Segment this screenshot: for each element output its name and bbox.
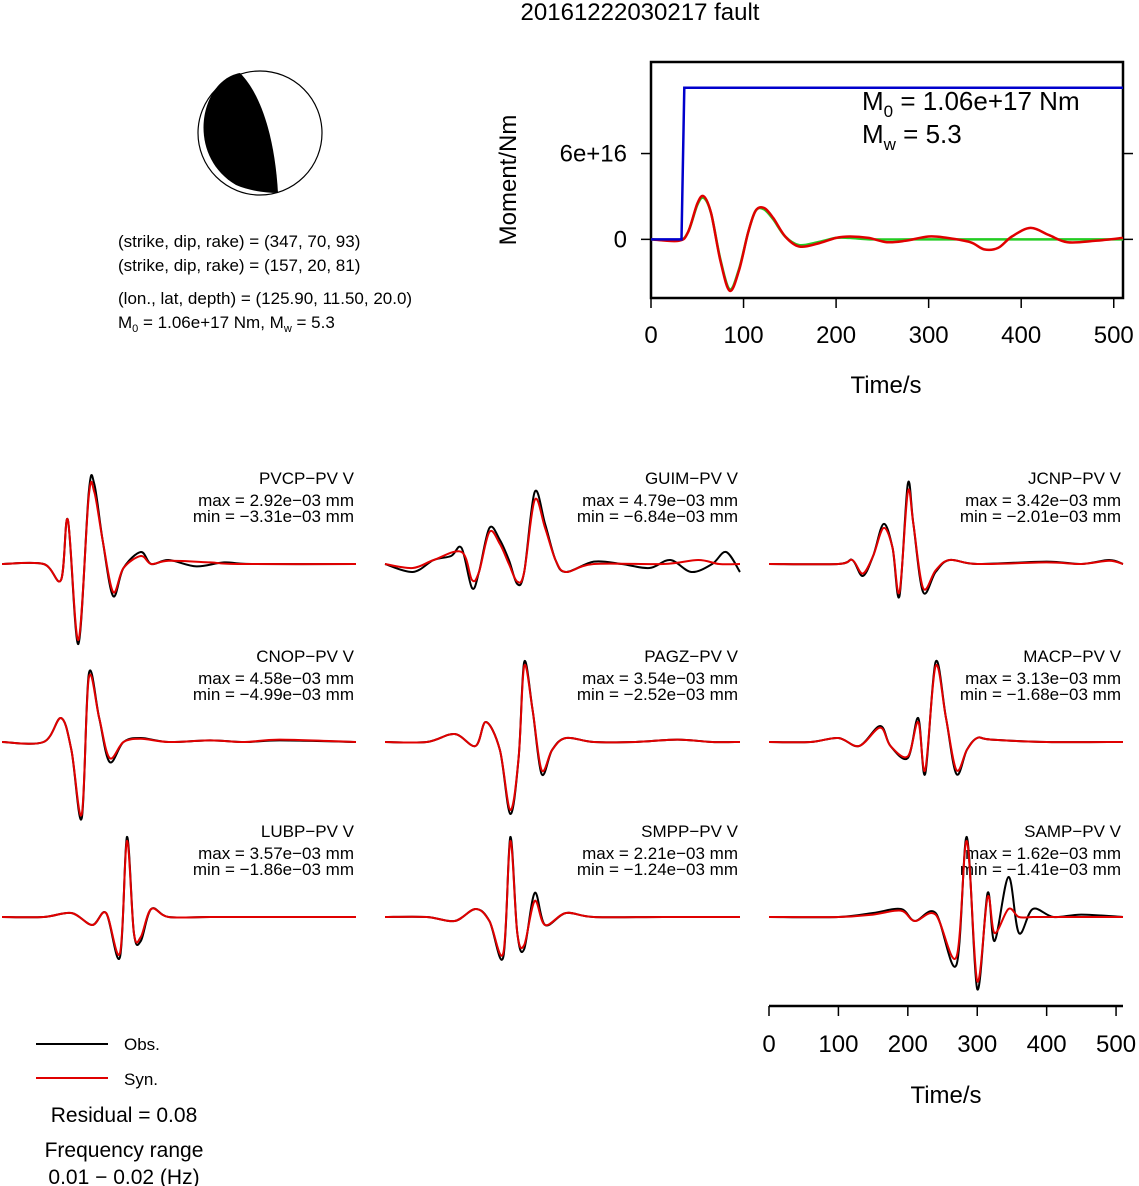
station-max: max = 1.62e−03 mm: [965, 844, 1121, 863]
stf-ytick-label: 6e+16: [560, 141, 627, 168]
traces-xtick-label: 400: [1027, 1031, 1067, 1058]
stf-xtick-label: 0: [644, 322, 657, 349]
frequency-range-title: Frequency range: [45, 1139, 204, 1162]
station-max: max = 3.54e−03 mm: [582, 669, 738, 688]
station-min: min = −1.86e−03 mm: [193, 860, 354, 879]
synthetic-trace: [1, 673, 357, 817]
station-min: min = −4.99e−03 mm: [193, 685, 354, 704]
synthetic-trace: [384, 663, 741, 812]
station-max: max = 3.42e−03 mm: [965, 491, 1121, 510]
traces-xtick-label: 500: [1096, 1031, 1136, 1058]
station-min: min = −3.31e−03 mm: [193, 507, 354, 526]
synthetic-trace: [768, 663, 1124, 772]
traces-xtick-label: 200: [888, 1031, 928, 1058]
mechanism-text: (strike, dip, rake) = (347, 70, 93) (str…: [118, 232, 412, 335]
stf-mw-annotation: Mw = 5.3: [862, 119, 962, 154]
m0-value: 1.06e+17 Nm: [158, 313, 261, 332]
residual-text: Residual = 0.08: [51, 1104, 198, 1127]
traces-time-axis: 0 100 200 300 400 500: [762, 1004, 1136, 1058]
station-max: max = 3.13e−03 mm: [965, 669, 1121, 688]
station-max: max = 4.58e−03 mm: [198, 669, 354, 688]
figure-title: 20161222030217 fault: [521, 0, 760, 26]
traces-xtick-label: 300: [957, 1031, 997, 1058]
station-max: max = 2.92e−03 mm: [198, 491, 354, 510]
station-min: min = −1.68e−03 mm: [960, 685, 1121, 704]
strike-dip-rake-2: (strike, dip, rake) = (157, 20, 81): [118, 256, 360, 275]
station-max: max = 4.79e−03 mm: [582, 491, 738, 510]
stf-cumulative-moment-line: [651, 86, 1123, 241]
synthetic-trace: [768, 488, 1124, 595]
stf-moment-rate-green: [650, 196, 1123, 291]
legend: Obs. Syn. Residual = 0.08 Frequency rang…: [36, 1035, 203, 1186]
stf-plot-frame: [649, 60, 1125, 300]
station-name: SAMP−PV V: [1024, 822, 1122, 841]
stf-axes: 0 100 200 300 400 500 0 6e+16: [560, 141, 1134, 349]
traces-xtick-label: 0: [762, 1031, 775, 1058]
station-name: CNOP−PV V: [256, 647, 354, 666]
stf-xtick-label: 200: [816, 322, 856, 349]
stf-xtick-label: 500: [1094, 322, 1134, 349]
station-max: max = 3.57e−03 mm: [198, 844, 354, 863]
focal-mechanism-beachball: [197, 70, 323, 196]
stf-xtick-label: 300: [909, 322, 949, 349]
stf-mw-value: 5.3: [926, 119, 962, 149]
stf-xtick-label: 100: [724, 322, 764, 349]
stf-xlabel: Time/s: [850, 372, 921, 399]
strike-dip-rake-1: (strike, dip, rake) = (347, 70, 93): [118, 232, 360, 251]
traces-xlabel: Time/s: [910, 1082, 981, 1109]
station-name: MACP−PV V: [1023, 647, 1121, 666]
stf-xtick-label: 400: [1001, 322, 1041, 349]
lon-lat-depth: (lon., lat, depth) = (125.90, 11.50, 20.…: [118, 289, 412, 308]
stf-moment-rate-red: [650, 194, 1124, 293]
station-name: LUBP−PV V: [261, 822, 355, 841]
stf-m0-annotation: M0 = 1.06e+17 Nm: [862, 86, 1080, 121]
stf-ytick-label: 0: [614, 226, 627, 253]
station-max: max = 2.21e−03 mm: [582, 844, 738, 863]
station-name: SMPP−PV V: [641, 822, 739, 841]
station-min: min = −2.01e−03 mm: [960, 507, 1121, 526]
synthetic-trace: [768, 839, 1123, 983]
frequency-range-value: 0.01 − 0.02 (Hz): [48, 1166, 199, 1186]
synthetic-trace: [1, 480, 357, 642]
station-name: PAGZ−PV V: [644, 647, 738, 666]
legend-syn-label: Syn.: [124, 1070, 158, 1089]
stf-ylabel: Moment/Nm: [495, 115, 522, 246]
synthetic-trace: [1, 839, 356, 956]
synthetic-trace: [384, 839, 740, 957]
station-min: min = −2.52e−03 mm: [577, 685, 738, 704]
moment-magnitude-line: M0 = 1.06e+17 Nm, Mw = 5.3: [118, 313, 335, 335]
synthetic-trace: [384, 497, 741, 584]
station-name: PVCP−PV V: [259, 469, 355, 488]
stf-m0-value: 1.06e+17 Nm: [923, 86, 1080, 116]
station-name: GUIM−PV V: [645, 469, 739, 488]
legend-obs-label: Obs.: [124, 1035, 160, 1054]
mw-value: 5.3: [311, 313, 335, 332]
station-min: min = −6.84e−03 mm: [577, 507, 738, 526]
station-name: JCNP−PV V: [1028, 469, 1122, 488]
station-min: min = −1.41e−03 mm: [960, 860, 1121, 879]
stf-lines: [650, 86, 1124, 293]
traces-xtick-label: 100: [818, 1031, 858, 1058]
station-min: min = −1.24e−03 mm: [577, 860, 738, 879]
